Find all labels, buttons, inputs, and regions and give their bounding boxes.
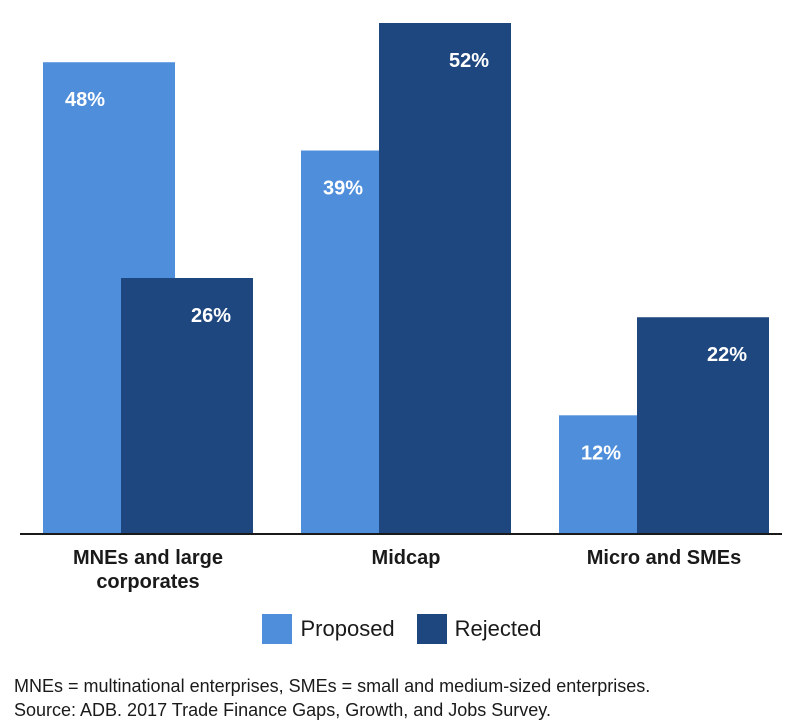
legend-item-proposed: Proposed [262, 614, 395, 644]
bar-rejected-1 [121, 278, 253, 533]
chart-notes: MNEs = multinational enterprises, SMEs =… [14, 674, 650, 722]
data-label-rejected-2: 52% [449, 50, 489, 72]
data-label-proposed-1: 48% [65, 89, 105, 111]
abbreviations-note: MNEs = multinational enterprises, SMEs =… [14, 676, 651, 696]
bar-rejected-3 [637, 317, 769, 533]
data-label-rejected-3: 22% [707, 344, 747, 366]
bar-rejected-2 [379, 23, 511, 533]
category-label-1: MNEs and large [73, 547, 223, 569]
data-label-proposed-3: 12% [581, 442, 621, 464]
category-label-1-line-2: corporates [96, 571, 199, 593]
category-label-2: Midcap [372, 547, 441, 569]
data-label-rejected-1: 26% [191, 305, 231, 327]
legend: Proposed Rejected [0, 614, 804, 644]
data-label-proposed-2: 39% [323, 178, 363, 200]
legend-swatch-rejected [416, 614, 447, 644]
category-label-3: Micro and SMEs [587, 547, 741, 569]
legend-label-rejected: Rejected [454, 616, 542, 641]
legend-item-rejected: Rejected [416, 614, 542, 644]
legend-label-proposed: Proposed [300, 616, 395, 641]
legend-swatch-proposed [262, 614, 293, 644]
source-note: Source: ADB. 2017 Trade Finance Gaps, Gr… [14, 700, 551, 720]
